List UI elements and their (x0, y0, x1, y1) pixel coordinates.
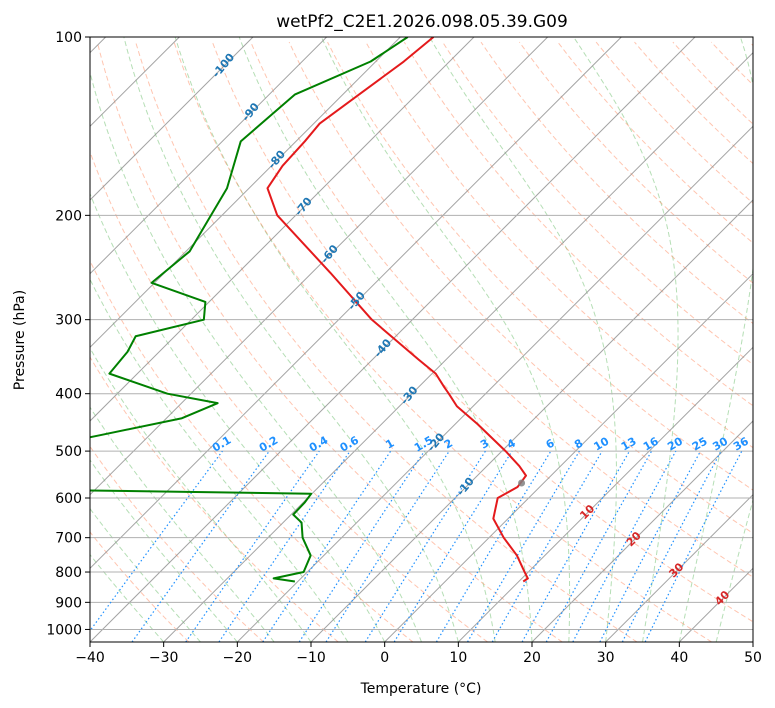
moist-adiabat-line (174, 37, 496, 642)
y-tick-label: 300 (55, 313, 82, 329)
y-tick-label: 700 (55, 531, 82, 547)
isotherm-line (90, 37, 622, 570)
y-tick-label: 400 (55, 387, 82, 403)
isotherm-line (457, 346, 753, 642)
moist-adiabat-line (573, 37, 679, 642)
moist-adiabat-line (123, 37, 459, 642)
isotherm-line (236, 125, 753, 642)
dry-adiabat-line (90, 445, 264, 642)
moist-adiabat-line (678, 37, 753, 642)
isotherm-line (310, 199, 753, 642)
isotherm-line (163, 51, 753, 642)
isotherm-line (90, 37, 254, 201)
isotherm-line (90, 37, 475, 422)
x-tick-label: −30 (149, 650, 179, 666)
dewpoint-profile-line (90, 37, 409, 583)
y-axis-label: Pressure (hPa) (12, 290, 28, 390)
x-tick-label: 20 (523, 650, 541, 666)
y-tick-label: 500 (55, 444, 82, 460)
y-tick-label: 800 (55, 565, 82, 581)
isotherm-line (90, 37, 549, 496)
mixing-ratio-line (262, 450, 392, 642)
mixing-ratio-line (545, 450, 653, 642)
isotherm-line (90, 37, 696, 642)
dry-adiabat-line (403, 41, 753, 407)
plot-background-lines (90, 37, 753, 642)
dry-adiabat-line (90, 356, 339, 642)
x-axis-label: Temperature (°C) (360, 681, 482, 697)
dry-adiabat-line (90, 150, 488, 642)
isotherm-line (384, 272, 753, 642)
moist-adiabat-line (90, 459, 238, 642)
plot-data-lines (90, 37, 529, 583)
mixing-ratio-line (521, 450, 631, 642)
moist-adiabat-line (90, 406, 275, 642)
dry-adiabat-line (90, 259, 414, 642)
mixing-ratio-line (325, 450, 450, 642)
chart-title: wetPf2_C2E1.2026.098.05.39.G09 (276, 12, 568, 32)
moist-adiabat-line (320, 37, 571, 642)
moist-adiabat-line (90, 278, 349, 642)
dry-adiabat-line (96, 41, 563, 642)
moist-adiabat-line (238, 37, 533, 642)
mixing-ratio-line (644, 450, 743, 642)
lcl-marker (518, 479, 526, 487)
x-tick-label: −20 (223, 650, 253, 666)
y-tick-label: 100 (55, 30, 82, 46)
moist-adiabat-line (715, 498, 753, 642)
plot-frame (89, 36, 754, 643)
isotherm-line (531, 420, 753, 642)
moist-adiabat-line (90, 192, 386, 642)
dry-adiabat-line (327, 41, 753, 491)
y-tick-label: 200 (55, 208, 82, 224)
isotherm-line (90, 37, 328, 275)
y-tick-label: 600 (55, 491, 82, 507)
y-tick-label: 1000 (46, 622, 82, 638)
temperature-profile-line (266, 37, 529, 583)
mixing-ratio-line (298, 450, 425, 642)
isotherm-line (90, 37, 401, 349)
mixing-ratio-line (572, 450, 677, 642)
x-tick-label: −10 (296, 650, 326, 666)
mixing-ratio-line (393, 450, 513, 642)
x-tick-label: 10 (449, 650, 467, 666)
moist-adiabat-line (429, 37, 617, 642)
axis-ticks: −40 −30 −20 −10 0 10 20 30 40 50 100 200 300 400 500 60… (46, 30, 762, 666)
mixing-ratio-line (131, 450, 270, 642)
mixing-ratio-line (185, 450, 320, 642)
x-tick-label: 0 (380, 650, 389, 666)
dry-adiabat-line (211, 41, 753, 623)
x-tick-label: −40 (75, 650, 105, 666)
y-tick-label: 900 (55, 595, 82, 611)
x-tick-label: 40 (670, 650, 688, 666)
dry-adiabat-line (250, 41, 753, 578)
mixing-ratio-line (90, 450, 223, 632)
isotherm-line (605, 493, 753, 642)
mixing-ratio-line (218, 450, 351, 642)
dry-adiabat-line (90, 531, 190, 642)
dry-adiabat-line (135, 41, 638, 642)
dry-adiabat-line (480, 41, 753, 325)
x-tick-label: 50 (744, 650, 762, 666)
x-tick-label: 30 (597, 650, 615, 666)
